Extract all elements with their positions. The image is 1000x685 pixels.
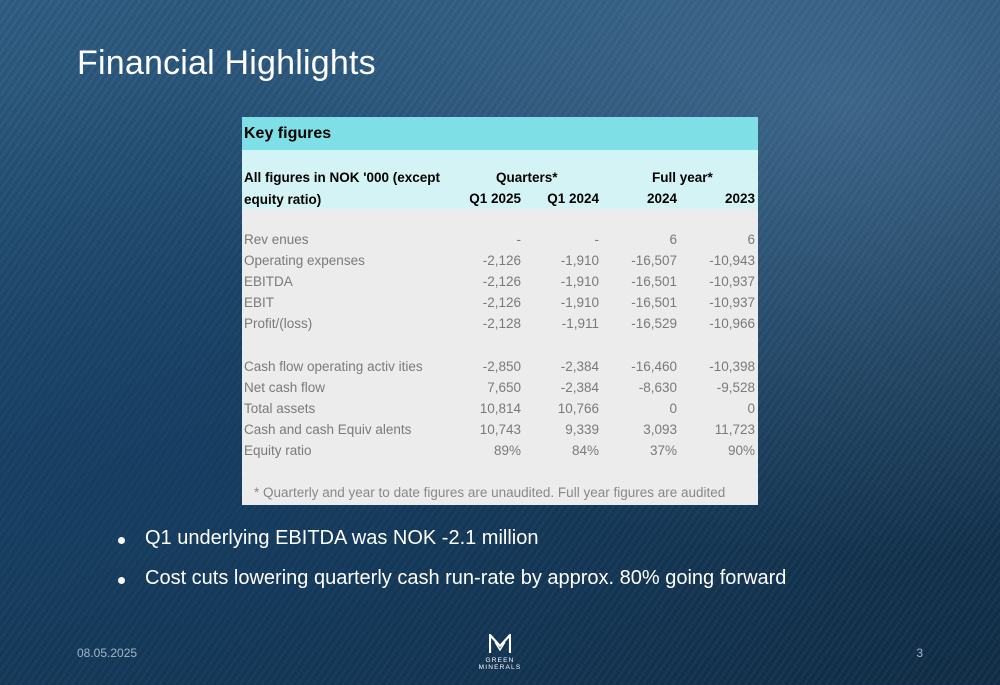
row-value: 7,650	[487, 380, 521, 395]
column-header-q1-2025: Q1 2025	[469, 191, 521, 206]
fullyear-group-header: Full year*	[652, 170, 713, 185]
row-value: 3,093	[643, 422, 677, 437]
page-number: 3	[916, 646, 923, 660]
row-value: -2,126	[482, 295, 521, 310]
row-value: 6	[747, 232, 755, 247]
company-logo: GREEN MINERALS	[466, 634, 534, 671]
row-value: 11,723	[714, 422, 755, 437]
bullet-text: Cost cuts lowering quarterly cash run-ra…	[145, 567, 787, 589]
bullet-item: Cost cuts lowering quarterly cash run-ra…	[115, 567, 786, 607]
row-value: 6	[669, 232, 677, 247]
row-value: -1,911	[561, 316, 599, 331]
key-figures-table: Key figures All figures in NOK '000 (exc…	[242, 117, 758, 505]
slide-date: 08.05.2025	[77, 646, 138, 660]
row-value: -16,501	[631, 295, 677, 310]
row-value: -10,937	[709, 274, 755, 289]
column-header-q1-2024: Q1 2024	[547, 191, 599, 206]
table-row: EBITDA -2,126 -1,910 -16,501 -10,937	[242, 272, 758, 293]
row-label: Cash flow operating activ ities	[244, 359, 423, 374]
row-value: 10,814	[479, 401, 521, 416]
table-row: Total assets 10,814 10,766 0 0	[242, 399, 758, 420]
slide-title: Financial Highlights	[77, 44, 376, 82]
row-value: -2,384	[560, 359, 599, 374]
table-row: Net cash flow 7,650 -2,384 -8,630 -9,528	[242, 378, 758, 399]
row-value: -	[516, 232, 522, 247]
row-value: -2,126	[482, 274, 521, 289]
row-label: Equity ratio	[244, 443, 312, 458]
row-value: -2,128	[482, 316, 521, 331]
table-footnote: * Quarterly and year to date figures are…	[254, 485, 726, 500]
row-value: -1,910	[560, 274, 599, 289]
row-label: EBITDA	[244, 274, 293, 289]
units-label-line2: equity ratio)	[244, 192, 322, 207]
column-header-row: All figures in NOK '000 (except equity r…	[242, 150, 758, 209]
quarters-group-header: Quarters*	[496, 170, 558, 185]
row-value: -2,126	[482, 253, 521, 268]
row-label: Net cash flow	[244, 380, 326, 395]
bullet-dot-icon	[118, 577, 125, 584]
row-value: 84%	[571, 443, 599, 458]
row-label: Total assets	[244, 401, 316, 416]
row-value: 90%	[727, 443, 755, 458]
row-label: Cash and cash Equiv alents	[244, 422, 412, 437]
row-value: 0	[669, 401, 677, 416]
bullet-text: Q1 underlying EBITDA was NOK -2.1 millio…	[145, 527, 539, 549]
row-value: 37%	[649, 443, 677, 458]
row-value: -2,850	[482, 359, 521, 374]
bullet-dot-icon	[118, 537, 125, 544]
table-header: Key figures	[242, 117, 758, 150]
row-value: -1,910	[560, 295, 599, 310]
row-value: -10,937	[709, 295, 755, 310]
row-value: -16,460	[631, 359, 677, 374]
row-value: -16,501	[631, 274, 677, 289]
row-label: Rev enues	[244, 232, 309, 247]
table-row: Cash and cash Equiv alents 10,743 9,339 3,0…	[242, 420, 758, 441]
row-value: -16,529	[631, 316, 677, 331]
table-row: Operating expenses -2,126 -1,910 -16,507 -10…	[242, 251, 758, 272]
row-value: -10,966	[709, 316, 755, 331]
table-row: EBIT -2,126 -1,910 -16,501 -10,937	[242, 293, 758, 314]
row-value: -	[594, 232, 600, 247]
row-value: 0	[747, 401, 755, 416]
row-value: -10,398	[709, 359, 755, 374]
units-label-line1: All figures in NOK '000 (except	[244, 170, 441, 185]
bullet-list: Q1 underlying EBITDA was NOK -2.1 millio…	[115, 527, 786, 607]
row-value: -10,943	[709, 253, 755, 268]
logo-text: GREEN MINERALS	[478, 657, 522, 671]
row-value: -2,384	[560, 380, 599, 395]
column-header-2024: 2024	[646, 191, 677, 206]
green-minerals-logo-icon	[489, 634, 511, 653]
bullet-item: Q1 underlying EBITDA was NOK -2.1 millio…	[115, 527, 786, 567]
row-value: -1,910	[560, 253, 599, 268]
row-value: 9,339	[565, 422, 599, 437]
column-header-2023: 2023	[724, 191, 755, 206]
table-row: Equity ratio 89% 84% 37% 90%	[242, 441, 758, 462]
row-value: 10,766	[557, 401, 599, 416]
row-value: -8,630	[638, 380, 677, 395]
row-value: 89%	[493, 443, 521, 458]
row-value: -16,507	[631, 253, 677, 268]
table-row: Profit/(loss) -2,128 -1,911 -16,529 -10,966	[242, 314, 758, 335]
row-label: EBIT	[244, 295, 275, 310]
table-row: Rev enues - - 6 6	[242, 230, 758, 251]
row-value: 10,743	[479, 422, 521, 437]
row-label: Profit/(loss)	[244, 316, 313, 331]
table-row: Cash flow operating activ ities -2,850 -2,…	[242, 357, 758, 378]
row-label: Operating expenses	[244, 253, 365, 268]
row-value: -9,528	[716, 380, 755, 395]
